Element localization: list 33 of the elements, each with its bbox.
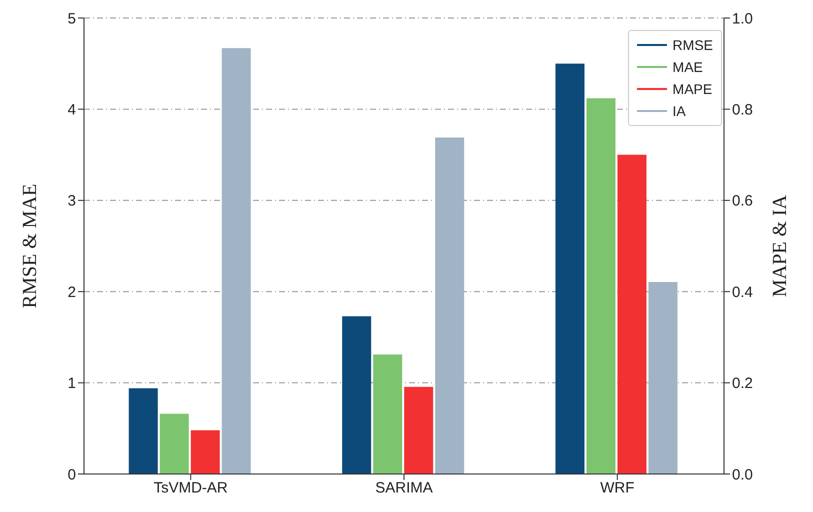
bar	[190, 430, 220, 474]
bar	[160, 414, 189, 474]
bar	[435, 137, 464, 474]
y2-tick-label: 0.4	[732, 284, 753, 301]
bar	[342, 316, 372, 474]
bar	[404, 386, 434, 474]
bar	[128, 388, 158, 474]
y-tick-label: 0	[68, 466, 76, 484]
legend-label: IA	[672, 102, 686, 121]
y2-tick-label: 0.6	[732, 192, 753, 210]
y2-tick-label: 0.0	[732, 466, 753, 484]
bar	[222, 48, 251, 474]
bar	[373, 354, 402, 474]
bar	[555, 64, 584, 474]
y-axis-title: RMSE & MAE	[19, 184, 42, 308]
bar	[617, 154, 646, 474]
y-tick-label: 5	[68, 10, 76, 28]
y2-tick-label: 0.8	[732, 102, 753, 119]
legend-label: RMSE	[672, 36, 713, 55]
y-tick-label: 2	[68, 284, 76, 301]
y-tick-label: 4	[68, 102, 76, 119]
x-tick-label: TsVMD-AR	[154, 480, 228, 497]
y2-tick-label: 0.2	[732, 375, 753, 392]
y2-axis-title: MAPE & IA	[769, 194, 792, 298]
bar	[586, 98, 616, 474]
y-tick-label: 1	[68, 375, 76, 392]
bar	[648, 282, 678, 474]
x-tick-label: SARIMA	[375, 480, 433, 497]
legend-label: MAE	[672, 58, 703, 77]
y2-tick-label: 1.0	[732, 10, 753, 28]
legend-label: MAPE	[672, 80, 712, 99]
x-tick-label: WRF	[600, 480, 634, 497]
y-tick-label: 3	[68, 192, 76, 210]
